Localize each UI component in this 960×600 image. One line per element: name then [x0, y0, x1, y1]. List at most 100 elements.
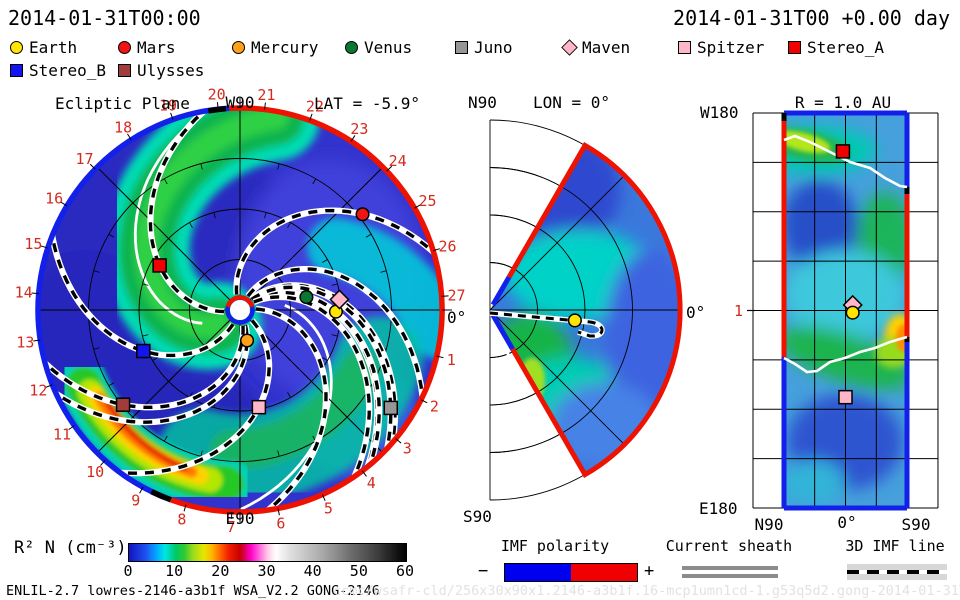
- stereo_a-marker: [152, 258, 167, 273]
- legend-label: Stereo_B: [29, 60, 107, 80]
- lat-label: LAT = -5.9°: [314, 94, 420, 113]
- legend-item-spitzer: Spitzer: [678, 38, 764, 57]
- colorbar-tick-60: 60: [395, 562, 415, 580]
- stereo_b-marker-icon: [10, 63, 23, 77]
- ulysses-marker-icon: [118, 63, 131, 77]
- legend-label: Venus: [364, 37, 413, 57]
- day-label-19: 19: [159, 97, 177, 115]
- current-sheath-swatch: [682, 566, 778, 570]
- colorbar-label: R² N (cm⁻³): [14, 538, 127, 558]
- map-grid: [752, 112, 939, 509]
- day-label-2: 2: [430, 398, 439, 416]
- meridional-title: LON = 0°: [533, 93, 610, 112]
- imf-polarity-label: IMF polarity: [500, 537, 610, 555]
- ecliptic-object-markers: [115, 207, 399, 416]
- meridional-density-field: [490, 145, 681, 475]
- imf-positive-swatch: [571, 564, 637, 581]
- w90-axis-label: W90: [226, 93, 255, 112]
- imf-polarity-bar: [504, 563, 638, 582]
- earth-marker-meridional: [567, 313, 582, 328]
- day-label-9: 9: [131, 492, 140, 510]
- map-xtick-0: 0°: [837, 513, 856, 532]
- imf-polarity-minus: −: [478, 561, 489, 581]
- map-xtick-n90: N90: [755, 515, 784, 534]
- day-label-25: 25: [418, 192, 436, 210]
- day-label-22: 22: [306, 98, 324, 116]
- e180-axis-label: E180: [699, 499, 738, 518]
- colorbar-tick-20: 20: [211, 562, 230, 580]
- day-label-8: 8: [177, 510, 186, 528]
- page-title-timestamp: 2014-01-31T00:00: [8, 6, 201, 30]
- colorbar-tick-0: 0: [123, 562, 133, 580]
- meridional-plot: N90 LON = 0° 0° S90: [463, 93, 705, 526]
- mars-marker-icon: [118, 40, 131, 54]
- colorbar-tick-40: 40: [303, 562, 322, 580]
- colorbar-tick-30: 30: [257, 562, 276, 580]
- stereo_b-marker: [136, 343, 151, 359]
- map-r-tick-label: 1: [734, 302, 743, 320]
- day-label-1: 1: [447, 351, 456, 369]
- spitzer-marker-icon: [678, 40, 691, 54]
- legend-item-mars: Mars: [118, 38, 176, 57]
- maven-marker: [329, 289, 350, 310]
- legend-label: Maven: [582, 37, 631, 57]
- meridional-grid-lines: [489, 120, 680, 500]
- mars-marker: [355, 207, 370, 222]
- day-label-14: 14: [15, 284, 33, 302]
- venus-marker: [299, 290, 314, 305]
- legend-item-venus: Venus: [345, 37, 413, 57]
- day-label-4: 4: [367, 474, 376, 492]
- earth-marker-map: [845, 305, 860, 320]
- imf-negative-swatch: [505, 564, 571, 581]
- earth-marker-icon: [10, 40, 23, 54]
- stereo_a-marker-icon: [788, 40, 801, 54]
- day-label-23: 23: [350, 120, 368, 138]
- day-tick-marks: [31, 98, 452, 522]
- legend-item-ulysses: Ulysses: [118, 60, 205, 80]
- legend-item-stereo_b: Stereo_B: [10, 60, 107, 80]
- legend-label: Mercury: [251, 37, 319, 57]
- day-label-5: 5: [324, 499, 333, 517]
- day-label-3: 3: [403, 439, 412, 457]
- w180-axis-label: W180: [700, 103, 739, 122]
- day-label-18: 18: [114, 118, 132, 136]
- model-version-text: ENLIL-2.7 lowres-2146-a3b1f WSA_V2.2 GON…: [6, 583, 380, 599]
- mercury-marker-icon: [232, 40, 245, 54]
- day-label-15: 15: [24, 235, 42, 253]
- ecliptic-title: Ecliptic Plane: [55, 94, 190, 113]
- meridional-object-markers: [567, 313, 582, 328]
- imf-spiral-lines: [39, 109, 441, 511]
- sun-marker: [225, 295, 255, 325]
- map-polarity-edges: [781, 110, 910, 511]
- colorbar: [128, 543, 407, 562]
- day-label-26: 26: [438, 238, 456, 256]
- juno-marker-icon: [455, 40, 468, 54]
- imf-polarity-plus: +: [644, 561, 655, 581]
- legend-item-mercury: Mercury: [232, 37, 319, 57]
- current-sheet-lines: [133, 112, 333, 511]
- legend-item-juno: Juno: [455, 37, 513, 57]
- juno-marker: [383, 400, 399, 416]
- current-sheath-label: Current sheath: [665, 537, 793, 555]
- day-label-7: 7: [227, 518, 236, 536]
- legend-item-stereo_a: Stereo_A: [788, 38, 884, 57]
- meridional-earth-imf-line: [489, 310, 605, 339]
- day-label-17: 17: [75, 150, 93, 168]
- meridional-polarity-edges: [490, 141, 683, 479]
- legend-label: Ulysses: [137, 60, 205, 80]
- current-sheath-swatch-2: [682, 574, 778, 578]
- e90-axis-label: E90: [226, 509, 255, 528]
- day-label-16: 16: [45, 189, 63, 207]
- day-label-12: 12: [29, 382, 47, 400]
- imf-line-label: 3D IMF line: [845, 537, 945, 555]
- day-label-13: 13: [16, 333, 34, 351]
- map-xtick-s90: S90: [902, 515, 931, 534]
- day-label-20: 20: [208, 86, 226, 104]
- meridional-zero-deg-label: 0°: [686, 303, 705, 322]
- map-title: R = 1.0 AU: [795, 93, 891, 112]
- legend-label: Juno: [474, 37, 513, 57]
- day-label-24: 24: [389, 152, 407, 170]
